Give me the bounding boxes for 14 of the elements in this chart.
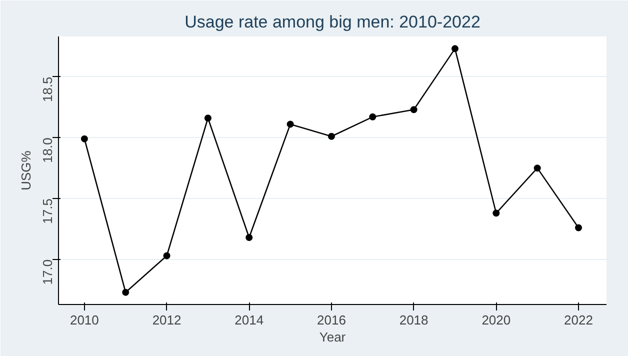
y-tick-label: 18.0 xyxy=(40,138,55,163)
x-tick-label: 2010 xyxy=(70,312,99,328)
x-tick-label: 2020 xyxy=(482,312,511,328)
x-axis-title: Year xyxy=(319,330,346,344)
x-tick-label: 2016 xyxy=(317,312,346,328)
y-axis-title: USG% xyxy=(18,150,34,190)
x-tick-label: 2022 xyxy=(564,312,593,328)
y-tick-label: 17.5 xyxy=(40,198,55,224)
y-tick-label: 18.5 xyxy=(40,76,55,102)
y-tick-label: 17.0 xyxy=(40,259,55,285)
x-tick-label: 2012 xyxy=(152,312,182,328)
x-tick-label: 2018 xyxy=(399,312,428,328)
x-tick-label: 2014 xyxy=(234,312,264,328)
chart-title: Usage rate among big men: 2010-2022 xyxy=(184,12,480,32)
